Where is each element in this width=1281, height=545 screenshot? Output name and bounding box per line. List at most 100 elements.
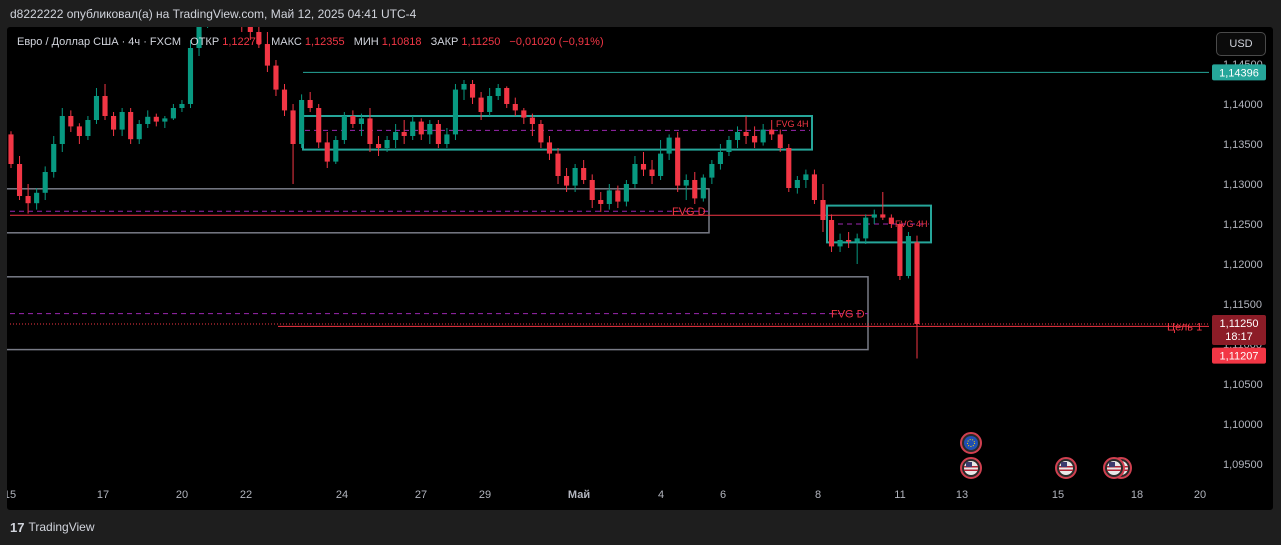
x-tick-label: 4	[658, 489, 664, 501]
fvg-d-upper-zone	[7, 188, 710, 234]
fvg-d-upper-label: FVG D	[672, 206, 706, 218]
candle-body	[632, 164, 638, 184]
fvg-d-lower-label: FVG D	[831, 309, 865, 321]
candle-body	[820, 200, 826, 220]
candle-body	[367, 118, 373, 144]
current-price-text: 1,11250	[1220, 318, 1259, 330]
candle-body	[564, 176, 570, 186]
candle-body	[700, 177, 706, 199]
fvg-4h-lower-zone	[826, 204, 932, 244]
candle-body	[350, 116, 356, 124]
currency-button[interactable]: USD	[1216, 32, 1266, 56]
candle-body	[85, 120, 91, 136]
candle-body	[179, 104, 185, 108]
x-tick-label: 15	[7, 489, 16, 501]
close-value: 1,11250	[461, 36, 501, 48]
candle-body	[452, 89, 459, 135]
candle-body	[743, 132, 749, 136]
candle-body	[299, 100, 305, 144]
y-tick-label: 1,09500	[1223, 459, 1263, 471]
candle-body	[128, 112, 134, 140]
x-tick-label: 22	[240, 489, 252, 501]
candle-body	[341, 116, 347, 140]
x-tick-label: 6	[720, 489, 726, 501]
candle-body	[59, 116, 65, 144]
candle-body	[828, 220, 835, 247]
candle-body	[581, 168, 587, 180]
y-tick-label: 1,12500	[1223, 219, 1263, 231]
candle-body	[803, 174, 809, 180]
candle-body	[555, 153, 561, 176]
low-price-text: 1,11207	[1220, 351, 1259, 363]
candle-body	[854, 238, 860, 242]
candle-body	[427, 124, 433, 135]
change-value: −0,01020 (−0,91%)	[509, 36, 604, 48]
target-label: Цель 1	[1167, 321, 1202, 333]
candle-body	[111, 116, 117, 130]
candle-body	[16, 164, 23, 196]
candle-body	[410, 121, 416, 136]
candle-body	[521, 110, 527, 118]
candle-body	[905, 236, 912, 276]
candle-body	[281, 89, 288, 111]
candle-body	[863, 217, 869, 239]
x-tick-label: 15	[1052, 489, 1064, 501]
symbol-label[interactable]: Евро / Доллар США · 4ч · FXCM	[17, 36, 182, 48]
x-tick-label: 20	[176, 489, 188, 501]
candle-body	[469, 84, 476, 98]
us-flag-icon	[1059, 469, 1073, 471]
candle-body	[68, 116, 74, 127]
candle-body	[709, 164, 715, 178]
candle-body	[504, 88, 510, 104]
countdown-text: 18:17	[1225, 331, 1253, 343]
candle-body	[734, 132, 741, 140]
candle-body	[145, 116, 151, 124]
candle-body	[119, 112, 125, 130]
candle-body	[606, 190, 612, 204]
candle-body	[93, 96, 100, 120]
x-tick-label: 18	[1131, 489, 1143, 501]
candle-body	[153, 116, 159, 122]
y-tick-label: 1,10500	[1223, 379, 1263, 391]
candle-body	[640, 164, 647, 170]
y-tick-label: 1,12000	[1223, 259, 1263, 271]
candle-body	[837, 240, 843, 247]
x-tick-label: 13	[956, 489, 968, 501]
candle-body	[811, 174, 817, 200]
candle-body	[256, 32, 262, 44]
candle-body	[658, 153, 664, 176]
candle-body	[461, 84, 467, 90]
us-flag-icon	[1109, 462, 1115, 467]
high-value: 1,12355	[304, 36, 345, 48]
open-value: 1,12270	[222, 36, 263, 48]
candle-body	[333, 140, 339, 162]
candle-body	[726, 140, 732, 152]
candle-body	[51, 144, 57, 172]
eu-flag-icon	[964, 436, 978, 450]
candle-body	[649, 169, 655, 176]
us-flag-icon	[964, 469, 978, 471]
candle-body	[170, 108, 176, 119]
candle-body	[76, 126, 82, 136]
candle-body	[34, 192, 40, 204]
candle-body	[777, 134, 783, 148]
chart-panel[interactable]: 1,145001,140001,135001,130001,125001,120…	[7, 27, 1273, 510]
footer-branding: 17 TradingView	[10, 518, 95, 536]
low-value: 1,10818	[381, 36, 422, 48]
candlestick-chart[interactable]: 1,145001,140001,135001,130001,125001,120…	[7, 27, 1273, 510]
candle-body	[247, 27, 253, 32]
candle-body	[393, 132, 399, 140]
candle-body	[358, 118, 364, 124]
candle-body	[675, 137, 681, 186]
x-tick-label: 11	[894, 489, 905, 501]
x-tick-label: 27	[415, 489, 427, 501]
level-price-badge	[1212, 64, 1266, 81]
tradingview-logo-icon: 17	[10, 519, 25, 535]
candle-body	[384, 140, 390, 148]
candle-body	[487, 96, 493, 112]
low-price-badge	[1212, 347, 1266, 364]
x-tick-label: 24	[336, 489, 348, 501]
candle-body	[290, 110, 296, 144]
candle-body	[794, 180, 800, 188]
open-label: ОТКР	[190, 36, 220, 48]
